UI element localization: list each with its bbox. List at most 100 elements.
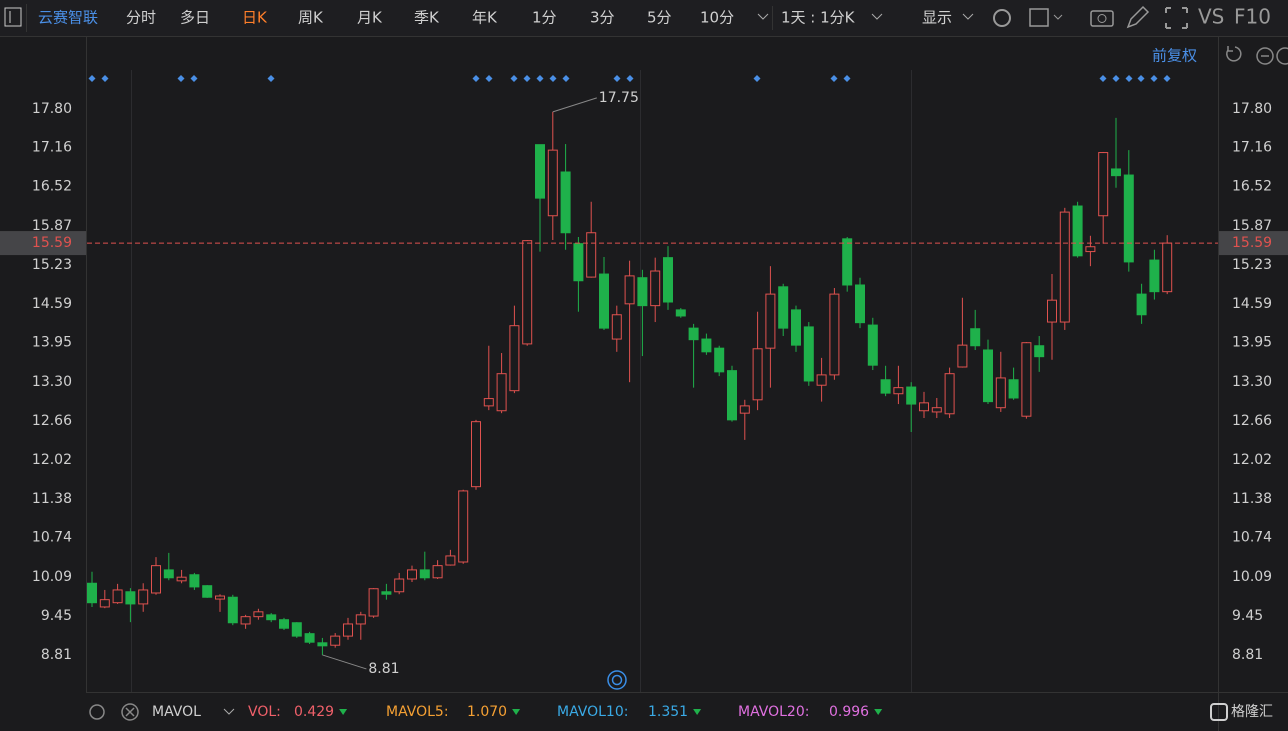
period-tab[interactable]: 10分 <box>700 9 734 27</box>
period-tab[interactable]: 季K <box>414 9 440 27</box>
candle-body <box>893 387 904 395</box>
indicator-trend <box>339 709 348 715</box>
candle-body <box>586 232 597 278</box>
indicator-value: 1.070 <box>467 704 507 720</box>
candle-body <box>125 591 136 605</box>
period-tab[interactable]: 5分 <box>647 9 672 27</box>
period-tab[interactable]: 年K <box>472 9 498 27</box>
candle-body <box>675 309 686 317</box>
period-tab[interactable]: 周K <box>298 9 324 27</box>
period-tab[interactable]: 3分 <box>590 9 615 27</box>
y-tick-label-right: 12.66 <box>1232 413 1272 429</box>
event-marker[interactable] <box>510 75 518 82</box>
indicator-name[interactable]: MAVOL <box>152 704 201 720</box>
period-tab[interactable]: 多日 <box>180 9 210 27</box>
event-marker[interactable] <box>843 75 851 82</box>
indicator-label: MAVOL10: <box>557 704 628 720</box>
candle-body <box>842 238 853 286</box>
event-marker[interactable] <box>523 75 531 82</box>
more-chevron[interactable] <box>757 13 769 20</box>
event-marker[interactable] <box>1112 75 1120 82</box>
event-marker[interactable] <box>562 75 570 82</box>
y-tick-label-right: 14.59 <box>1232 296 1272 312</box>
candle-body <box>279 619 289 629</box>
candle-body <box>343 623 353 637</box>
toolbar-extra[interactable]: VS <box>1198 5 1224 29</box>
event-marker[interactable] <box>626 75 634 82</box>
stock-name[interactable]: 云赛智联 <box>38 9 98 27</box>
indicator-settings[interactable] <box>89 704 105 720</box>
high-leader <box>552 97 597 113</box>
event-marker[interactable] <box>472 75 480 82</box>
event-marker[interactable] <box>1125 75 1133 82</box>
event-marker[interactable] <box>88 75 96 82</box>
y-tick-label: 17.16 <box>32 140 72 156</box>
event-marker[interactable] <box>177 75 185 82</box>
display-menu[interactable]: 显示 <box>922 9 952 27</box>
candle-body <box>1098 152 1109 217</box>
event-marker[interactable] <box>485 75 493 82</box>
y-tick-label: 16.52 <box>32 179 72 195</box>
y-tick-label: 14.59 <box>32 296 72 312</box>
candle-body <box>304 633 315 643</box>
y-tick-label-right: 8.81 <box>1232 647 1263 663</box>
indicator-value: 0.429 <box>294 704 334 720</box>
y-tick-label: 15.23 <box>32 257 72 273</box>
layout-icon[interactable] <box>1029 8 1049 27</box>
y-tick-label: 11.38 <box>32 491 72 507</box>
zoom-out-icon[interactable] <box>1256 47 1274 65</box>
event-marker[interactable] <box>1137 75 1145 82</box>
high-label: 17.75 <box>599 90 639 106</box>
candle-body <box>778 286 789 329</box>
period-tab[interactable]: 1分 <box>532 9 557 27</box>
sidebar-toggle[interactable] <box>4 7 22 27</box>
event-marker[interactable] <box>1150 75 1158 82</box>
last-price-label: 15.59 <box>32 235 72 251</box>
y-tick-label: 9.45 <box>41 608 72 624</box>
zoom-in-icon[interactable] <box>1276 47 1288 65</box>
event-marker[interactable] <box>101 75 109 82</box>
candle-body <box>432 565 443 579</box>
candle-body <box>112 589 123 604</box>
candle-body <box>765 293 776 349</box>
y-tick-label-right: 15.23 <box>1232 257 1272 273</box>
event-marker[interactable] <box>549 75 557 82</box>
candle-body <box>330 635 341 646</box>
candle-body <box>163 569 174 579</box>
candle-body <box>816 374 827 386</box>
candle-body <box>560 171 571 234</box>
indicator-chevron[interactable] <box>223 708 235 715</box>
event-marker[interactable] <box>830 75 838 82</box>
event-marker[interactable] <box>267 75 275 82</box>
candle-body <box>624 275 635 305</box>
event-marker[interactable] <box>190 75 198 82</box>
candle-body <box>983 349 993 403</box>
search-marker[interactable] <box>607 670 627 690</box>
period-tab[interactable]: 分时 <box>126 9 156 27</box>
adjust-mode[interactable]: 前复权 <box>1152 47 1197 65</box>
candle-body <box>1059 211 1070 323</box>
y-tick-label: 17.80 <box>32 101 72 117</box>
camera-icon[interactable] <box>1090 10 1114 27</box>
y-tick-label: 10.09 <box>32 569 72 585</box>
fullscreen-icon[interactable] <box>1165 7 1188 29</box>
period-select[interactable]: 1天 : 1分K <box>781 9 856 27</box>
settings-icon[interactable] <box>993 9 1011 27</box>
event-marker[interactable] <box>613 75 621 82</box>
event-marker[interactable] <box>753 75 761 82</box>
event-marker[interactable] <box>536 75 544 82</box>
period-tab[interactable]: 日K <box>242 9 268 27</box>
y-tick-label: 15.87 <box>32 218 72 234</box>
period-tab[interactable]: 月K <box>357 9 383 27</box>
candle-body <box>752 348 763 401</box>
candle-body <box>355 614 366 625</box>
indicator-label: VOL: <box>248 704 281 720</box>
indicator-close[interactable] <box>121 703 139 721</box>
draw-icon[interactable] <box>1126 5 1150 29</box>
reset-icon[interactable] <box>1226 46 1242 62</box>
event-marker[interactable] <box>1099 75 1107 82</box>
indicator-label: MAVOL5: <box>386 704 449 720</box>
candle-body <box>547 149 558 217</box>
toolbar-extra[interactable]: F10 <box>1234 5 1271 29</box>
event-marker[interactable] <box>1163 75 1171 82</box>
